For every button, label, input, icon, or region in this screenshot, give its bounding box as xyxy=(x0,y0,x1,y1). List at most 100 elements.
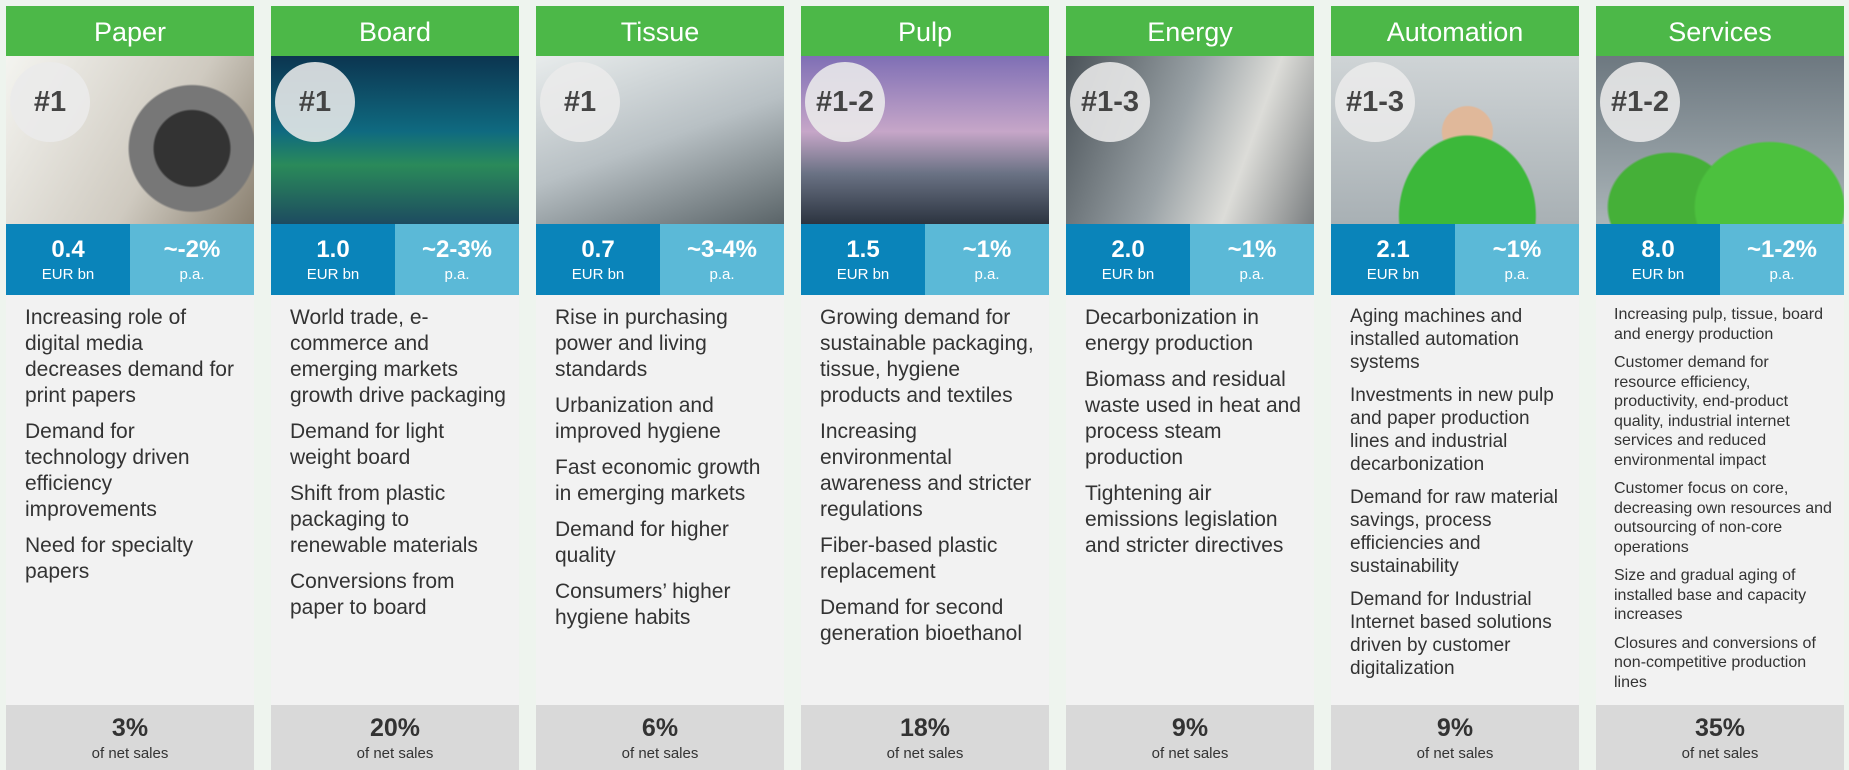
segment-photo: #1-3 xyxy=(1066,56,1314,224)
segment-photo: #1-3 xyxy=(1331,56,1579,224)
segment-photo: #1 xyxy=(271,56,519,224)
net-sales-share: 20% of net sales xyxy=(271,705,519,770)
market-growth-value: ~3-4% xyxy=(660,236,784,264)
market-size-value: 1.0 xyxy=(271,236,395,264)
drivers: Increasing role of digital media decreas… xyxy=(6,295,254,660)
segment-title: Services xyxy=(1596,6,1844,56)
drivers: World trade, e-commerce and emerging mar… xyxy=(271,295,519,660)
market-growth: ~1% p.a. xyxy=(1190,224,1314,295)
market-growth-value: ~2-3% xyxy=(395,236,519,264)
driver-text: Demand for light weight board xyxy=(290,419,507,471)
drivers: Rise in purchasing power and living stan… xyxy=(536,295,784,660)
share-unit: of net sales xyxy=(536,745,784,762)
market-size-unit: EUR bn xyxy=(1596,266,1720,283)
driver-text: Aging machines and installed automation … xyxy=(1350,305,1567,374)
market-rank: #1 xyxy=(540,62,620,142)
market-size-unit: EUR bn xyxy=(6,266,130,283)
driver-text: Need for specialty papers xyxy=(25,533,242,585)
market-size-unit: EUR bn xyxy=(536,266,660,283)
market-growth-unit: p.a. xyxy=(1190,266,1314,283)
segment-photo: #1 xyxy=(6,56,254,224)
drivers: Growing demand for sustainable packaging… xyxy=(801,295,1049,660)
market-growth: ~1%p.a. xyxy=(925,224,1049,295)
driver-text: Increasing pulp, tissue, board and energ… xyxy=(1614,305,1832,344)
driver-text: Rise in purchasing power and living stan… xyxy=(555,305,772,383)
share-unit: of net sales xyxy=(1066,745,1314,762)
market-growth-unit: p.a. xyxy=(1720,266,1844,283)
drivers: Aging machines and installed automation … xyxy=(1331,295,1579,660)
market-growth-unit: p.a. xyxy=(660,266,784,283)
market-rank: #1-2 xyxy=(1600,62,1680,142)
market-rank: #1-3 xyxy=(1335,62,1415,142)
segment-title: Paper xyxy=(6,6,254,56)
net-sales-share: 18% of net sales xyxy=(801,705,1049,770)
driver-text: Closures and conversions of non-competit… xyxy=(1614,634,1832,693)
share-unit: of net sales xyxy=(271,745,519,762)
market-size-unit: EUR bn xyxy=(1066,266,1190,283)
segment-title: Energy xyxy=(1066,6,1314,56)
market-stats: 0.4 EUR bn~-2% p.a. xyxy=(6,224,254,295)
segment-photo: #1 xyxy=(536,56,784,224)
share-value: 35% xyxy=(1596,714,1844,743)
segment-title: Automation xyxy=(1331,6,1579,56)
share-unit: of net sales xyxy=(801,745,1049,762)
share-value: 3% xyxy=(6,714,254,743)
segment-title: Board xyxy=(271,6,519,56)
driver-text: Customer focus on core, decreasing own r… xyxy=(1614,479,1832,557)
driver-text: World trade, e-commerce and emerging mar… xyxy=(290,305,507,409)
market-rank: #1 xyxy=(275,62,355,142)
driver-text: Decarbonization in energy production xyxy=(1085,305,1302,357)
driver-text: Biomass and residual waste used in heat … xyxy=(1085,367,1302,471)
market-stats: 1.5 EUR bn~1%p.a. xyxy=(801,224,1049,295)
market-size: 1.5 EUR bn xyxy=(801,224,925,295)
drivers: Decarbonization in energy production Biom… xyxy=(1066,295,1314,660)
drivers: Increasing pulp, tissue, board and energ… xyxy=(1596,295,1844,660)
segment-photo: #1-2 xyxy=(801,56,1049,224)
market-size-unit: EUR bn xyxy=(1331,266,1455,283)
market-growth-unit: p.a. xyxy=(130,266,254,283)
market-growth-value: ~-2% xyxy=(130,236,254,264)
driver-text: Conversions from paper to board xyxy=(290,569,507,621)
page: Paper#10.4EUR bn~-2%p.a.Increasing role … xyxy=(0,0,1849,770)
driver-text: Urbanization and improved hygiene xyxy=(555,393,772,445)
market-size-value: 0.4 xyxy=(6,236,130,264)
driver-text: Fast economic growth in emerging markets xyxy=(555,455,772,507)
net-sales-share: 9%of net sales xyxy=(1066,705,1314,770)
driver-text: Demand for Industrial Internet based sol… xyxy=(1350,588,1567,680)
share-value: 9% xyxy=(1331,714,1579,743)
share-value: 18% xyxy=(801,714,1049,743)
market-size-value: 0.7 xyxy=(536,236,660,264)
share-unit: of net sales xyxy=(6,745,254,762)
driver-text: Growing demand for sustainable packaging… xyxy=(820,305,1037,409)
share-value: 20% xyxy=(271,714,519,743)
market-growth: ~-2% p.a. xyxy=(130,224,254,295)
share-unit: of net sales xyxy=(1596,745,1844,762)
market-growth: ~2-3%p.a. xyxy=(395,224,519,295)
market-growth-value: ~1% xyxy=(925,236,1049,264)
market-growth: ~1-2% p.a. xyxy=(1720,224,1844,295)
driver-text: Demand for higher quality xyxy=(555,517,772,569)
market-size-unit: EUR bn xyxy=(801,266,925,283)
driver-text: Size and gradual aging of installed base… xyxy=(1614,566,1832,625)
market-stats: 0.7 EUR bn~3-4% p.a. xyxy=(536,224,784,295)
net-sales-share: 6%of net sales xyxy=(536,705,784,770)
market-growth-value: ~1% xyxy=(1190,236,1314,264)
market-growth: ~3-4% p.a. xyxy=(660,224,784,295)
driver-text: Tightening air emissions legislation and… xyxy=(1085,481,1302,559)
driver-text: Demand for second generation bioethanol xyxy=(820,595,1037,647)
net-sales-share: 3% of net sales xyxy=(6,705,254,770)
market-growth-value: ~1-2% xyxy=(1720,236,1844,264)
market-size-value: 1.5 xyxy=(801,236,925,264)
market-growth: ~1%p.a. xyxy=(1455,224,1579,295)
market-size: 0.4 EUR bn xyxy=(6,224,130,295)
